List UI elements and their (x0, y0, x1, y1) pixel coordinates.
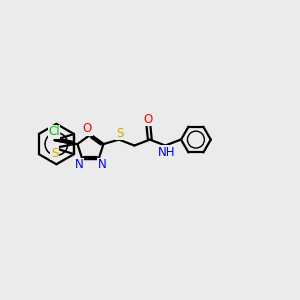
Text: S: S (51, 147, 58, 160)
Text: Cl: Cl (48, 125, 60, 138)
Text: O: O (83, 122, 92, 135)
Text: S: S (116, 127, 123, 140)
Text: N: N (74, 158, 83, 171)
Text: O: O (144, 113, 153, 126)
Text: N: N (98, 158, 106, 171)
Text: NH: NH (158, 146, 175, 159)
